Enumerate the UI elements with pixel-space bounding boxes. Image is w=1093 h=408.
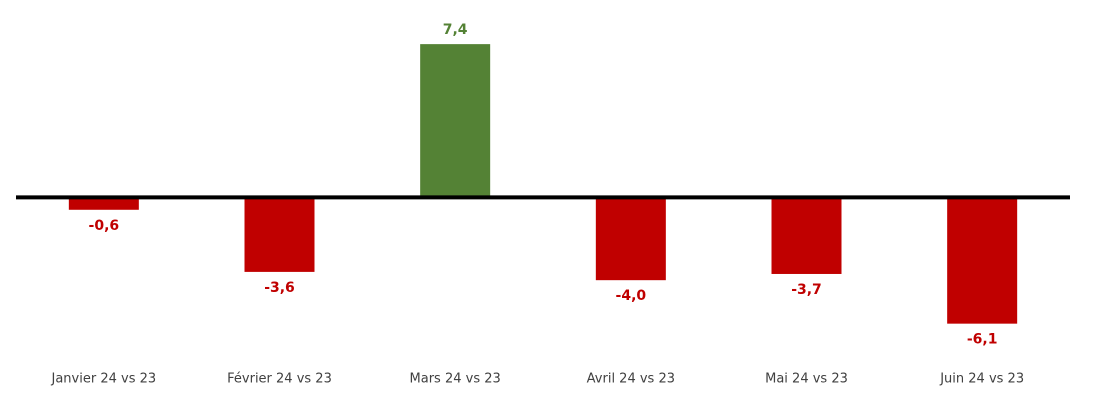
- x-tick-label: Juin 24 vs 23: [939, 372, 1024, 387]
- bar: [244, 197, 315, 272]
- bar: [68, 197, 139, 210]
- value-label: -4,0: [616, 288, 647, 304]
- x-tick-label: Mars 24 vs 23: [410, 372, 501, 387]
- x-tick-label: Février 24 vs 23: [227, 372, 332, 387]
- bar: [771, 197, 842, 274]
- x-tick-label: Avril 24 vs 23: [587, 372, 675, 387]
- value-label: -0,6: [89, 218, 120, 234]
- x-tick-label: Janvier 24 vs 23: [51, 372, 157, 387]
- value-label: -3,7: [791, 282, 822, 298]
- value-label: -6,1: [967, 332, 998, 348]
- bar: [420, 44, 491, 198]
- bar: [595, 197, 666, 281]
- value-label: -3,6: [264, 280, 295, 296]
- bar: [947, 197, 1018, 324]
- value-label: 7,4: [443, 22, 468, 38]
- x-tick-label: Mai 24 vs 23: [765, 372, 848, 387]
